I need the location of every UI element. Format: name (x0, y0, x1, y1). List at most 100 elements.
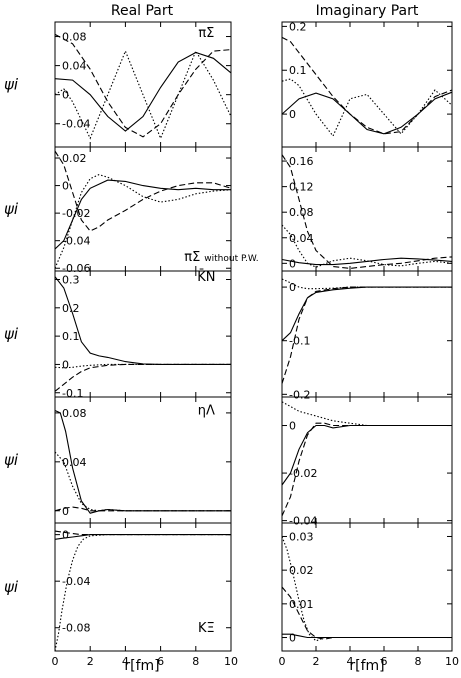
y-tick-label: -0.02 (289, 467, 317, 480)
panel-right-3: 0 -0.1 -0.2 (281, 270, 453, 401)
y-tick-label: 0.04 (62, 456, 87, 469)
series-solid-line (281, 286, 452, 342)
right-x-axis-label: r[fm] (349, 658, 384, 674)
x-tick-label: 8 (415, 655, 422, 668)
y-tick-label: 0.08 (62, 407, 87, 420)
series-dashed-line (281, 422, 452, 517)
y-tick-label: -0.1 (289, 335, 310, 348)
y-tick-label: -0.04 (62, 118, 90, 131)
series-dashed-line (281, 154, 453, 269)
y-tick-label: 0 (62, 180, 69, 193)
x-tick-label: 8 (192, 655, 199, 668)
y-tick-label: -0.2 (289, 388, 310, 401)
panel-annotation-note: without P.W. (204, 254, 258, 264)
x-tick-label: 4 (347, 655, 354, 668)
y-axis-label: ψi (4, 578, 19, 596)
y-tick-label: 0.12 (289, 181, 314, 194)
y-tick-label: 0 (289, 257, 296, 270)
x-tick-label: 0 (279, 655, 286, 668)
series-dashed-line (54, 530, 231, 536)
y-tick-label: 0.08 (62, 31, 87, 44)
y-tick-label: 0.1 (62, 330, 80, 343)
panel-grid: 0.08 0.04 0 -0.04 ψi πΣ 0.2 0.1 0 0.02 0 -0.02 -0.04… (4, 20, 459, 668)
y-tick-label: 0.2 (289, 20, 307, 33)
panel-left-2: 0.02 0 -0.02 -0.04 -0.06 ψi πΣ without P.W. (4, 146, 259, 275)
panel-annotation: KΞ (198, 621, 215, 636)
x-tick-label: 2 (87, 655, 94, 668)
series-dashed-line (281, 36, 453, 135)
series-solid-line (281, 91, 453, 135)
panel-annotation: πΣ (184, 250, 200, 265)
plot-frame (281, 396, 453, 524)
y-axis-label: ψi (4, 76, 19, 94)
series-solid-line (54, 534, 231, 540)
panel-right-1: 0.2 0.1 0 (281, 20, 453, 148)
y-tick-label: 0 (62, 505, 69, 518)
x-tick-label: 6 (157, 655, 164, 668)
series-dotted-line (281, 78, 453, 138)
plot-frame (54, 270, 232, 398)
series-dashed-line (281, 586, 452, 640)
y-tick-label: 0.02 (289, 564, 314, 577)
series-dashed-line (54, 363, 231, 392)
panel-right-2: 0.16 0.12 0.08 0.04 0 (281, 146, 453, 272)
panel-left-5: 0 -0.04 -0.08 0 2 4 6 8 10 ψi KΞ (4, 522, 238, 668)
y-tick-label: -0.06 (62, 262, 90, 275)
x-tick-label: 2 (313, 655, 320, 668)
panel-right-5: 0.03 0.02 0.01 00 2 4 6 8 10 (279, 522, 459, 668)
y-tick-label: -0.04 (289, 515, 317, 528)
panel-annotation: ηΛ (198, 404, 215, 419)
series-dashed-line (54, 506, 231, 512)
y-tick-label: 0 (62, 358, 69, 371)
y-tick-label: 0 (289, 281, 296, 294)
y-tick-label: -0.04 (62, 235, 90, 248)
series-dashed-line (54, 150, 232, 232)
y-tick-label: 0 (62, 89, 69, 102)
series-solid-line (54, 51, 232, 132)
real-part-title: Real Part (111, 3, 174, 19)
y-tick-label: 0.04 (289, 232, 314, 245)
y-tick-label: -0.04 (62, 575, 90, 588)
y-tick-label: 0.03 (289, 530, 314, 543)
x-tick-label: 10 (445, 655, 459, 668)
series-solid-line (54, 179, 231, 250)
panel-annotation: K̄N (197, 270, 215, 285)
series-dotted-line (54, 534, 231, 652)
y-tick-label: -0.08 (62, 622, 90, 635)
x-tick-label: 0 (52, 655, 59, 668)
panel-right-4: 0 -0.02 -0.04 (281, 396, 453, 528)
y-tick-label: 0 (62, 529, 69, 542)
y-tick-label: 0.3 (62, 273, 80, 286)
series-dotted-line (281, 278, 452, 290)
y-axis-label: ψi (4, 200, 19, 218)
y-axis-label: ψi (4, 451, 19, 469)
panel-left-4: 0.08 0.04 0 ψi ηΛ (4, 396, 232, 524)
panel-left-1: 0.08 0.04 0 -0.04 ψi πΣ (4, 21, 232, 148)
y-tick-label: 0 (289, 108, 296, 121)
left-x-axis-label: r[fm] (124, 658, 159, 674)
series-solid-line (281, 257, 453, 266)
y-tick-label: -0.02 (62, 207, 90, 220)
series-dotted-line (54, 174, 232, 269)
series-dotted-line (281, 536, 452, 642)
series-dotted-line (281, 401, 452, 427)
y-tick-label: 0.16 (289, 155, 314, 168)
x-tick-label: 10 (224, 655, 238, 668)
panel-annotation: πΣ (198, 26, 214, 41)
y-axis-label: ψi (4, 325, 19, 343)
series-dashed-line (54, 33, 232, 138)
y-tick-label: 0.04 (62, 60, 87, 73)
plot-frame (281, 21, 453, 148)
y-tick-label: 0 (289, 632, 296, 645)
x-tick-label: 4 (122, 655, 129, 668)
y-tick-label: 0.01 (289, 598, 314, 611)
x-tick-label: 6 (381, 655, 388, 668)
imaginary-part-title: Imaginary Part (316, 3, 419, 19)
plot-frame (54, 522, 232, 652)
series-dotted-line (54, 49, 232, 140)
series-dotted-line (54, 363, 231, 369)
series-solid-line (282, 633, 452, 639)
